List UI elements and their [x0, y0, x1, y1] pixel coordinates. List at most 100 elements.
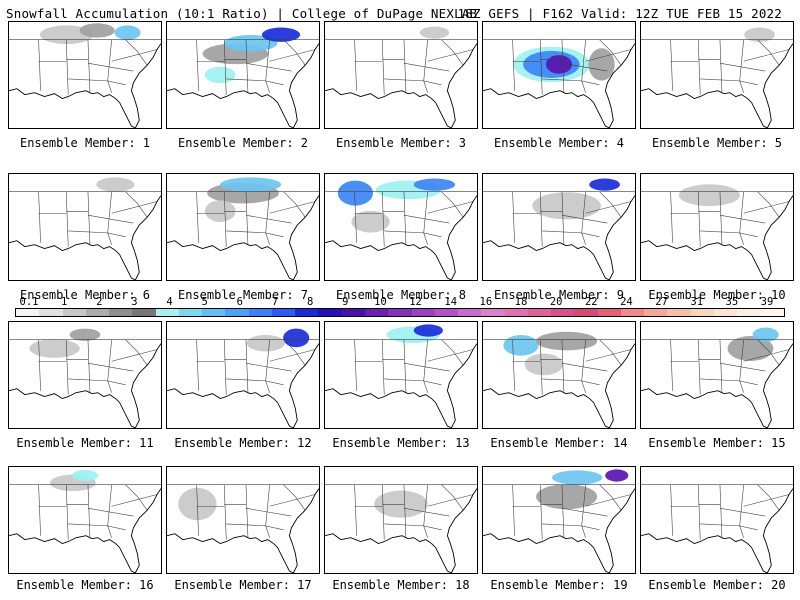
colorbar-tick-label: 6: [236, 296, 244, 308]
state-border-line: [581, 380, 586, 393]
colorbar-tick-label: 2: [96, 296, 103, 308]
state-border-line: [599, 339, 622, 366]
colorbar-tick-label: 0.1: [19, 296, 39, 308]
snowfall-contour: [524, 353, 563, 376]
colorbar-tick-label: 39: [760, 296, 774, 308]
state-border-line: [700, 230, 740, 234]
coastline: [9, 43, 161, 128]
state-border-line: [697, 339, 701, 395]
ensemble-member-label: Ensemble Member: 1: [19, 136, 151, 150]
state-border-line: [423, 525, 428, 538]
snowfall-contour: [246, 334, 285, 352]
state-border-line: [381, 39, 385, 95]
state-border-line: [423, 191, 442, 238]
ensemble-member-label: Ensemble Member: 12: [174, 436, 312, 450]
state-border-line: [403, 62, 450, 72]
snowfall-map: [325, 484, 477, 573]
ensemble-map-panel: [166, 21, 320, 129]
state-border-line: [38, 191, 41, 243]
ensemble-member-label: Ensemble Member: 17: [174, 578, 312, 592]
state-border-line: [283, 39, 306, 66]
state-border-line: [269, 494, 316, 507]
state-border-line: [269, 349, 316, 362]
state-border-line: [245, 484, 249, 538]
state-border-line: [670, 484, 673, 536]
ensemble-member-label: Ensemble Member: 6: [19, 288, 151, 302]
colorbar-tick-label: 9: [342, 296, 349, 308]
snowfall-contour: [337, 180, 374, 206]
state-border-line: [283, 484, 306, 511]
snowfall-contour: [752, 327, 779, 342]
colorbar-swatch: [225, 309, 249, 316]
state-border-line: [196, 339, 199, 391]
ensemble-map-panel: [324, 321, 478, 429]
snowfall-contour: [589, 178, 620, 191]
snowfall-map: [9, 328, 161, 428]
snowfall-contour: [419, 26, 450, 39]
state-border-line: [107, 484, 126, 531]
snowfall-contour: [503, 334, 539, 356]
coastline: [641, 488, 793, 573]
state-border-line: [561, 191, 565, 245]
state-border-line: [542, 230, 582, 234]
state-border-line: [757, 484, 780, 511]
state-border-line: [65, 339, 69, 395]
snowfall-contour: [261, 27, 301, 42]
snowfall-map: [325, 324, 477, 428]
state-border-line: [87, 362, 134, 372]
state-border-line: [739, 232, 744, 245]
state-border-line: [107, 232, 112, 245]
colorbar-swatch: [39, 309, 63, 316]
state-border-line: [739, 39, 758, 86]
state-border-line: [719, 484, 723, 538]
state-border-line: [743, 49, 790, 62]
snowfall-map: [641, 184, 793, 280]
snowfall-map: [9, 469, 161, 573]
state-border-line: [697, 484, 701, 540]
ensemble-member-label: Ensemble Member: 14: [490, 436, 628, 450]
state-border-line: [354, 339, 357, 391]
ensemble-map-panel: [640, 173, 794, 281]
ensemble-map-panel: [8, 21, 162, 129]
ensemble-map-panel: [482, 466, 636, 574]
state-border-line: [427, 494, 474, 507]
colorbar-swatch: [178, 309, 203, 316]
ensemble-member-label: Ensemble Member: 4: [493, 136, 625, 150]
state-border-line: [196, 191, 199, 243]
coastline: [483, 195, 635, 280]
colorbar-swatch: [388, 309, 412, 316]
snowfall-contour: [96, 177, 135, 192]
state-border-line: [403, 214, 450, 224]
colorbar-swatch: [458, 309, 482, 316]
state-border-line: [700, 523, 740, 527]
header-valid-time: 18Z GEFS | F162 Valid: 12Z TUE FEB 15 20…: [457, 6, 782, 21]
state-border-line: [223, 484, 227, 540]
snowfall-contour: [588, 48, 615, 81]
snowfall-map: [9, 177, 161, 280]
colorbar-swatch: [364, 309, 389, 316]
state-border-line: [697, 39, 701, 95]
colorbar-swatch: [597, 309, 621, 316]
state-border-line: [283, 339, 306, 366]
state-border-line: [265, 525, 270, 538]
state-border-line: [245, 62, 292, 72]
state-border-line: [585, 201, 632, 214]
ensemble-map-panel: [482, 321, 636, 429]
state-border-line: [111, 49, 158, 62]
state-border-line: [512, 339, 515, 391]
state-border-line: [223, 39, 227, 95]
colorbar-swatch: [690, 309, 714, 316]
state-border-line: [670, 39, 673, 91]
state-border-line: [87, 39, 91, 93]
snowfall-map: [167, 484, 319, 573]
snowfall-contour: [678, 184, 740, 207]
snowfall-contour: [413, 178, 456, 191]
state-border-line: [542, 78, 582, 82]
colorbar-tick-label: 3: [131, 296, 138, 308]
snowfall-contour: [545, 55, 573, 74]
ensemble-map-panel: [482, 21, 636, 129]
state-border-line: [542, 523, 582, 527]
ensemble-map-panel: [166, 321, 320, 429]
state-border-line: [542, 378, 582, 382]
snowfall-contour: [536, 484, 598, 510]
